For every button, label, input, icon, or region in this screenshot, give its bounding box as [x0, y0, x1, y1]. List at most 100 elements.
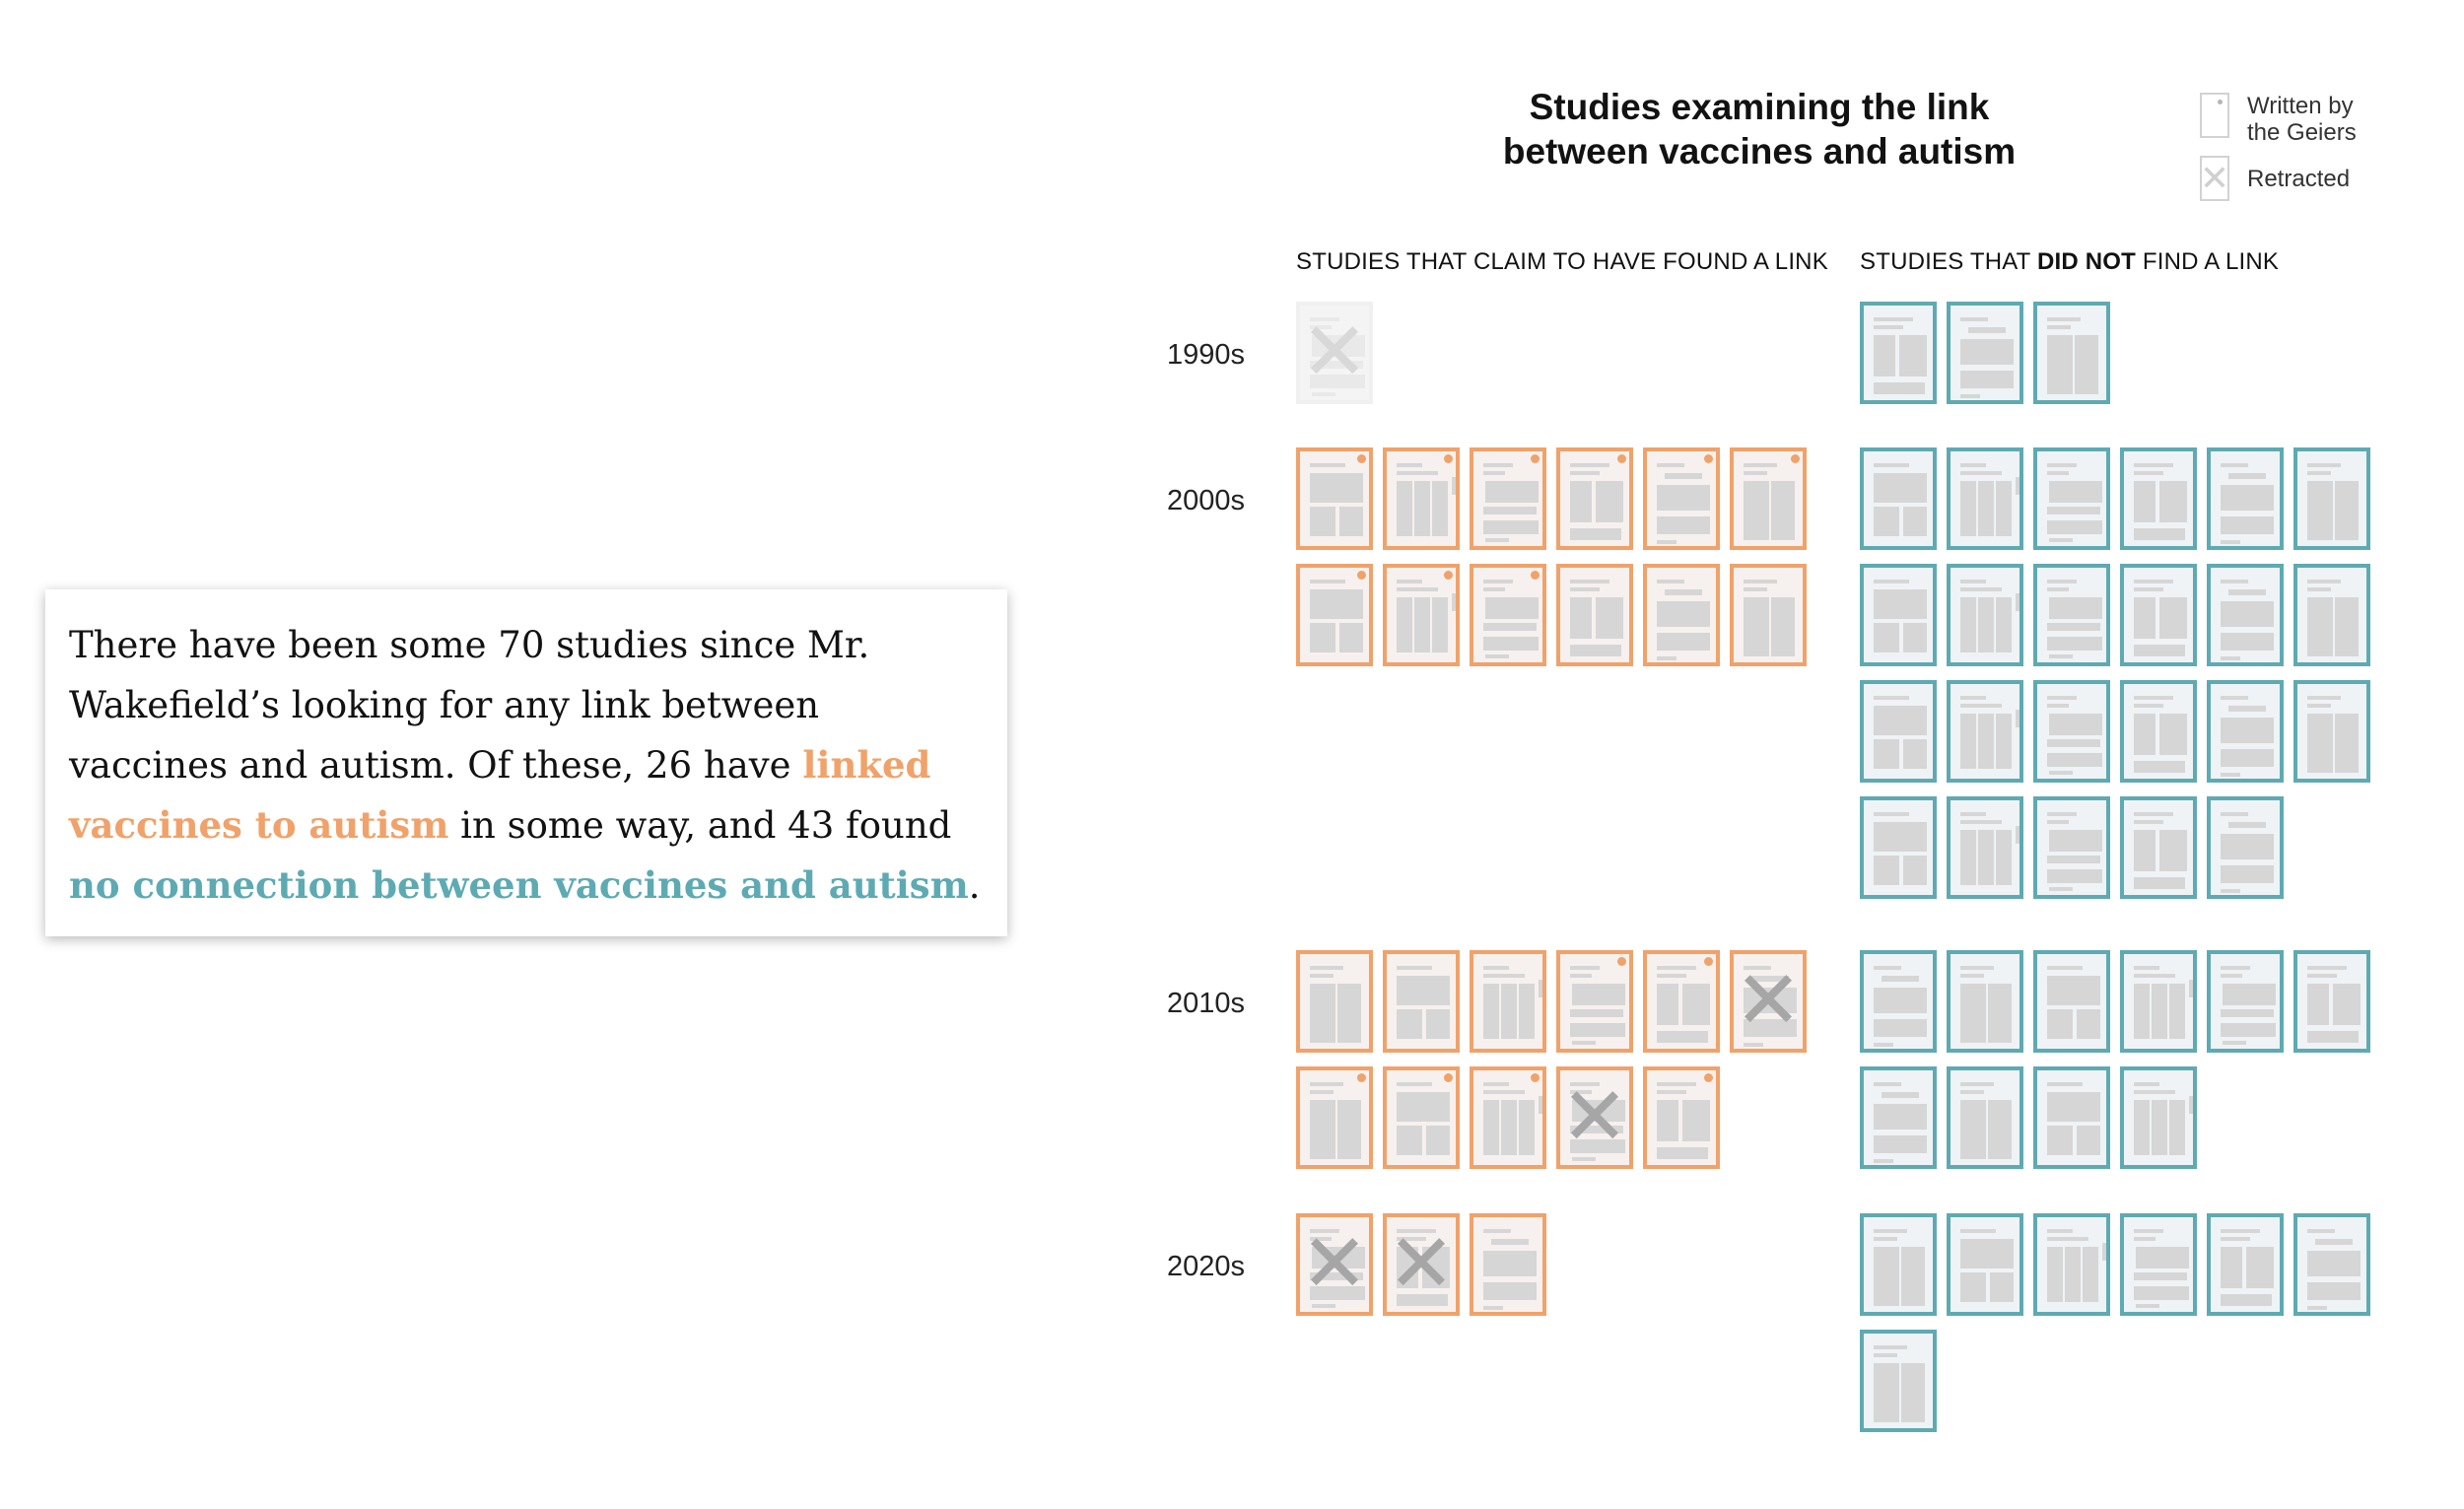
doc-text-block — [1960, 696, 1986, 700]
doc-text-block — [2134, 974, 2175, 978]
study-no-link-doc — [2293, 447, 2370, 550]
study-no-link-doc — [2033, 680, 2110, 783]
doc-text-block — [1570, 1126, 1623, 1133]
doc-text-block — [2077, 1009, 2100, 1039]
doc-text-block — [2047, 1092, 2100, 1122]
doc-text-block — [1310, 1090, 1334, 1094]
doc-text-block — [2228, 473, 2266, 479]
doc-text-block — [1397, 1247, 1418, 1288]
doc-page — [2301, 455, 2362, 542]
doc-text-block — [2049, 481, 2102, 503]
doc-text-block — [1501, 984, 1517, 1039]
doc-text-block — [1657, 1082, 1696, 1086]
doc-text-block — [2307, 1282, 2361, 1300]
doc-text-block — [2307, 966, 2347, 970]
doc-text-block — [2221, 812, 2248, 816]
doc-page — [2215, 958, 2276, 1045]
doc-text-block — [1665, 473, 1702, 479]
doc-text-block — [2221, 974, 2242, 978]
doc-page — [1391, 455, 1456, 542]
doc-page — [1954, 455, 2019, 542]
doc-page — [2041, 1221, 2106, 1308]
doc-text-block — [2134, 984, 2150, 1039]
doc-text-block — [1903, 856, 1927, 885]
retracted-doc-icon: ✕ — [2200, 156, 2229, 201]
doc-text-block — [1960, 966, 1994, 970]
doc-page — [1304, 455, 1365, 542]
doc-text-block — [1988, 1100, 2012, 1159]
study-no-link-doc — [2293, 950, 2370, 1053]
doc-page — [2215, 688, 2276, 777]
doc-text-block — [1491, 1239, 1529, 1245]
doc-text-block — [2228, 822, 2266, 828]
doc-text-block — [1744, 988, 1797, 1013]
doc-text-block — [2134, 471, 2163, 475]
study-link-doc — [1383, 447, 1460, 550]
doc-text-block — [1570, 481, 1592, 522]
doc-text-block — [2136, 1304, 2159, 1308]
highlight-no-connection: no connection between vaccines and autis… — [69, 863, 969, 907]
study-link-doc — [1470, 950, 1546, 1053]
doc-text-block — [1483, 966, 1509, 970]
doc-text-block — [1874, 1247, 1899, 1306]
decade-label-2000s: 2000s — [1167, 485, 1246, 516]
doc-text-block — [1903, 739, 1927, 769]
doc-text-block — [1657, 1100, 1678, 1141]
col-no-link-suffix: FIND A LINK — [2136, 248, 2280, 275]
study-no-link-doc — [1947, 796, 2023, 899]
geiers-doc-icon — [2200, 93, 2229, 138]
doc-page — [1564, 1074, 1625, 1161]
doc-text-block — [1310, 1272, 1363, 1280]
doc-text-block — [2152, 984, 2167, 1039]
study-link-doc: ✕ — [1296, 1213, 1373, 1316]
doc-text-block — [2152, 1100, 2167, 1155]
doc-text-block — [2307, 1229, 2335, 1233]
doc-text-block — [1960, 371, 2014, 388]
doc-text-block — [2134, 877, 2185, 889]
doc-text-block — [2016, 593, 2019, 611]
doc-text-block — [2246, 1247, 2274, 1288]
doc-page — [1304, 1221, 1365, 1308]
doc-text-block — [1960, 1082, 1994, 1086]
doc-text-block — [1874, 696, 1909, 700]
doc-text-block — [1570, 974, 1592, 978]
doc-text-block — [1978, 830, 1994, 885]
doc-text-block — [2221, 1229, 2260, 1233]
doc-text-block — [1483, 1082, 1509, 1086]
doc-text-block — [1397, 597, 1412, 652]
doc-text-block — [1960, 984, 1986, 1043]
doc-text-block — [1682, 984, 1710, 1025]
doc-text-block — [2134, 1229, 2163, 1233]
doc-text-block — [1960, 1272, 1986, 1302]
doc-text-block — [1485, 481, 1539, 503]
doc-page — [1868, 455, 1929, 542]
doc-text-block — [1310, 589, 1363, 619]
doc-text-block — [2307, 714, 2333, 773]
doc-page — [1954, 688, 2019, 775]
doc-page — [2215, 455, 2276, 544]
doc-text-block — [1483, 463, 1513, 467]
doc-text-block — [1996, 830, 2012, 885]
doc-text-block — [1570, 1023, 1625, 1037]
doc-text-block — [1539, 980, 1542, 997]
doc-text-block — [1310, 966, 1343, 970]
doc-text-block — [1968, 327, 2006, 333]
doc-text-block — [1483, 1090, 1525, 1094]
col-no-link-prefix: STUDIES THAT — [1860, 248, 2037, 275]
doc-text-block — [2189, 980, 2193, 997]
doc-text-block — [1744, 1019, 1797, 1037]
doc-text-block — [1874, 739, 1899, 769]
doc-text-block — [2047, 587, 2069, 591]
study-link-doc — [1383, 1066, 1460, 1169]
doc-text-block — [2221, 834, 2274, 859]
doc-text-block — [1452, 593, 1456, 611]
doc-page — [1954, 1074, 2016, 1161]
doc-text-block — [2083, 1247, 2098, 1302]
doc-page — [2301, 688, 2362, 775]
doc-text-block — [1397, 1092, 1450, 1122]
doc-text-block — [1960, 812, 1986, 816]
doc-text-block — [1483, 984, 1499, 1039]
doc-text-block — [2169, 984, 2185, 1039]
study-link-doc — [1470, 1213, 1546, 1316]
